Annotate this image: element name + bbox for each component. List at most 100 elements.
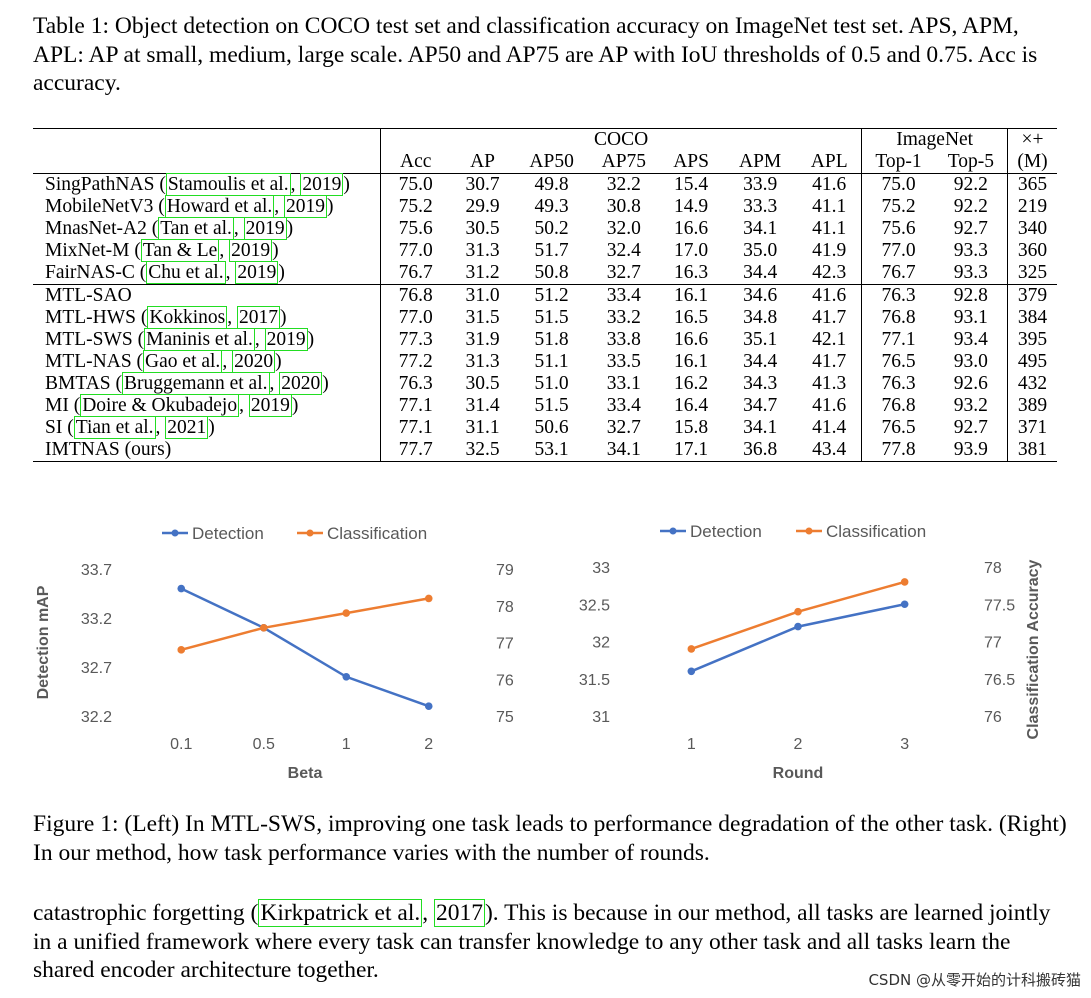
table-cell: 75.0 <box>379 173 451 196</box>
model-name: MixNet-M (Tan & Le, 2019) <box>45 239 279 262</box>
y-tick-right: 76.5 <box>984 672 1015 689</box>
y-axis-title-right: Classification Accuracy <box>1025 559 1042 739</box>
citation-year-link[interactable]: 2017 <box>433 899 485 927</box>
citation-link[interactable]: Howard et al. <box>164 195 275 218</box>
model-name: SingPathNAS (Stamoulis et al., 2019) <box>33 173 381 196</box>
table-cell: 31.3 <box>465 351 500 372</box>
table-cell: 30.5 <box>465 218 500 239</box>
table-cell: 77.8 <box>861 439 935 462</box>
citation-link[interactable]: Kirkpatrick et al. <box>258 899 423 927</box>
y-tick-right: 79 <box>496 562 514 579</box>
citation-year-link[interactable]: 2019 <box>229 239 273 262</box>
x-tick: 1 <box>342 736 351 753</box>
table-row: SingPathNAS (Stamoulis et al., 2019) 75.0… <box>33 173 1057 196</box>
model-name: MTL-NAS (Gao et al., 2020) <box>45 350 282 373</box>
table-cell: 34.7 <box>743 395 778 416</box>
table-cell: 51.0 <box>534 373 569 394</box>
citation-year-link[interactable]: 2020 <box>279 372 323 395</box>
citation-year-link[interactable]: 2019 <box>300 173 344 196</box>
citation-year-link[interactable]: 2017 <box>236 306 280 329</box>
citation-link[interactable]: Tan & Le <box>140 239 220 262</box>
y-tick-left: 33 <box>592 560 610 577</box>
table-cell: 75.2 <box>379 196 451 218</box>
citation-link[interactable]: Tian et al. <box>73 416 156 439</box>
citation-link[interactable]: Maninis et al. <box>144 328 255 351</box>
x-axis-title: Round <box>773 765 824 782</box>
table-cell: 360 <box>1007 240 1057 262</box>
table-cell: 92.2 <box>934 173 1008 196</box>
table-cell: 36.8 <box>723 439 798 462</box>
table-cell: 219 <box>1007 196 1057 218</box>
citation-year-link[interactable]: 2019 <box>264 328 308 351</box>
data-point-classification <box>259 624 268 632</box>
table-group-header: COCO ImageNet ×+ <box>33 128 1057 151</box>
table-cell: 381 <box>1007 439 1057 462</box>
data-point-classification <box>794 607 802 616</box>
citation-link[interactable]: Chu et al. <box>146 261 226 284</box>
data-point-detection <box>687 667 696 676</box>
table-cell: 33.2 <box>606 307 641 328</box>
table-cell: 34.1 <box>743 417 778 438</box>
citation-year-link[interactable]: 2019 <box>243 217 287 240</box>
citation-link[interactable]: Doire & Okubadejo <box>80 394 240 417</box>
table-cell: 16.1 <box>674 351 709 372</box>
table-cell: 16.6 <box>674 329 709 350</box>
table-cell: 77.0 <box>379 307 451 329</box>
table-cell: 33.3 <box>743 196 778 217</box>
table-cell: 31.3 <box>465 240 500 261</box>
table-cell: 50.6 <box>534 417 569 438</box>
y-tick-left: 31 <box>592 709 610 726</box>
legend-swatch-marker <box>171 529 179 537</box>
table-cell: 75.6 <box>861 218 935 240</box>
citation-link[interactable]: Stamoulis et al. <box>165 173 291 196</box>
table-row: MTL-SWS (Maninis et al., 2019) 77.3 31.9 51… <box>33 328 1057 351</box>
y-tick-left: 33.2 <box>81 611 112 628</box>
citation-year-link[interactable]: 2020 <box>232 350 276 373</box>
x-tick: 2 <box>794 736 803 753</box>
citation-link[interactable]: Tan et al. <box>158 217 234 240</box>
table-row: MixNet-M (Tan & Le, 2019) 77.0 31.3 51.7 32.… <box>33 239 1057 262</box>
citation-year-link[interactable]: 2019 <box>235 261 279 284</box>
table-cell: 34.1 <box>588 439 659 462</box>
table-cell: 50.2 <box>534 218 569 239</box>
y-tick-left: 32 <box>592 635 610 652</box>
column-header: APM <box>723 151 798 174</box>
citation-link[interactable]: Bruggemann et al. <box>122 372 270 395</box>
series-line-classification <box>180 597 429 652</box>
x-tick: 1 <box>687 736 696 753</box>
table-cell: 15.8 <box>674 417 709 438</box>
table-cell: 51.8 <box>534 329 569 350</box>
table-row: BMTAS (Bruggemann et al., 2020) 76.3 30.5 5… <box>33 372 1057 395</box>
table-cell: 325 <box>1007 262 1057 285</box>
citation-year-link[interactable]: 2019 <box>248 394 292 417</box>
table-cell: 33.4 <box>606 395 641 416</box>
data-point-detection <box>900 600 909 609</box>
table-cell: 42.1 <box>812 329 847 350</box>
y-axis-title-left: Detection mAP <box>35 585 52 699</box>
table-cell: 17.1 <box>659 439 724 462</box>
table-cell: 31.9 <box>465 329 500 350</box>
model-name: MobileNetV3 (Howard et al., 2019) <box>45 195 334 218</box>
y-tick-left: 32.7 <box>81 660 112 677</box>
body-paragraph: catastrophic forgetting (Kirkpatrick et … <box>33 899 1073 985</box>
citation-year-link[interactable]: 2021 <box>165 416 209 439</box>
model-name: BMTAS (Bruggemann et al., 2020) <box>45 372 329 395</box>
citation-link[interactable]: Gao et al. <box>143 350 223 373</box>
legend-label: Detection <box>690 522 762 541</box>
table-cell: 76.5 <box>861 351 935 373</box>
x-axis-title: Beta <box>288 765 323 782</box>
citation-year-link[interactable]: 2019 <box>284 195 328 218</box>
data-point-detection <box>424 702 433 710</box>
table-cell: 31.2 <box>465 262 500 283</box>
table-cell: 29.9 <box>465 196 500 217</box>
table-cell: 76.8 <box>861 307 935 329</box>
table-cell: 76.5 <box>861 417 935 439</box>
table-cell: 33.4 <box>588 284 659 307</box>
column-header: Acc <box>379 151 451 174</box>
model-name: MTL-SAO <box>33 284 381 307</box>
table-cell: 50.8 <box>534 262 569 283</box>
table-cell: 33.1 <box>606 373 641 394</box>
model-name: FairNAS-C (Chu et al., 2019) <box>45 261 285 284</box>
citation-link[interactable]: Kokkinos <box>147 306 228 329</box>
table-cell: 395 <box>1007 329 1057 351</box>
